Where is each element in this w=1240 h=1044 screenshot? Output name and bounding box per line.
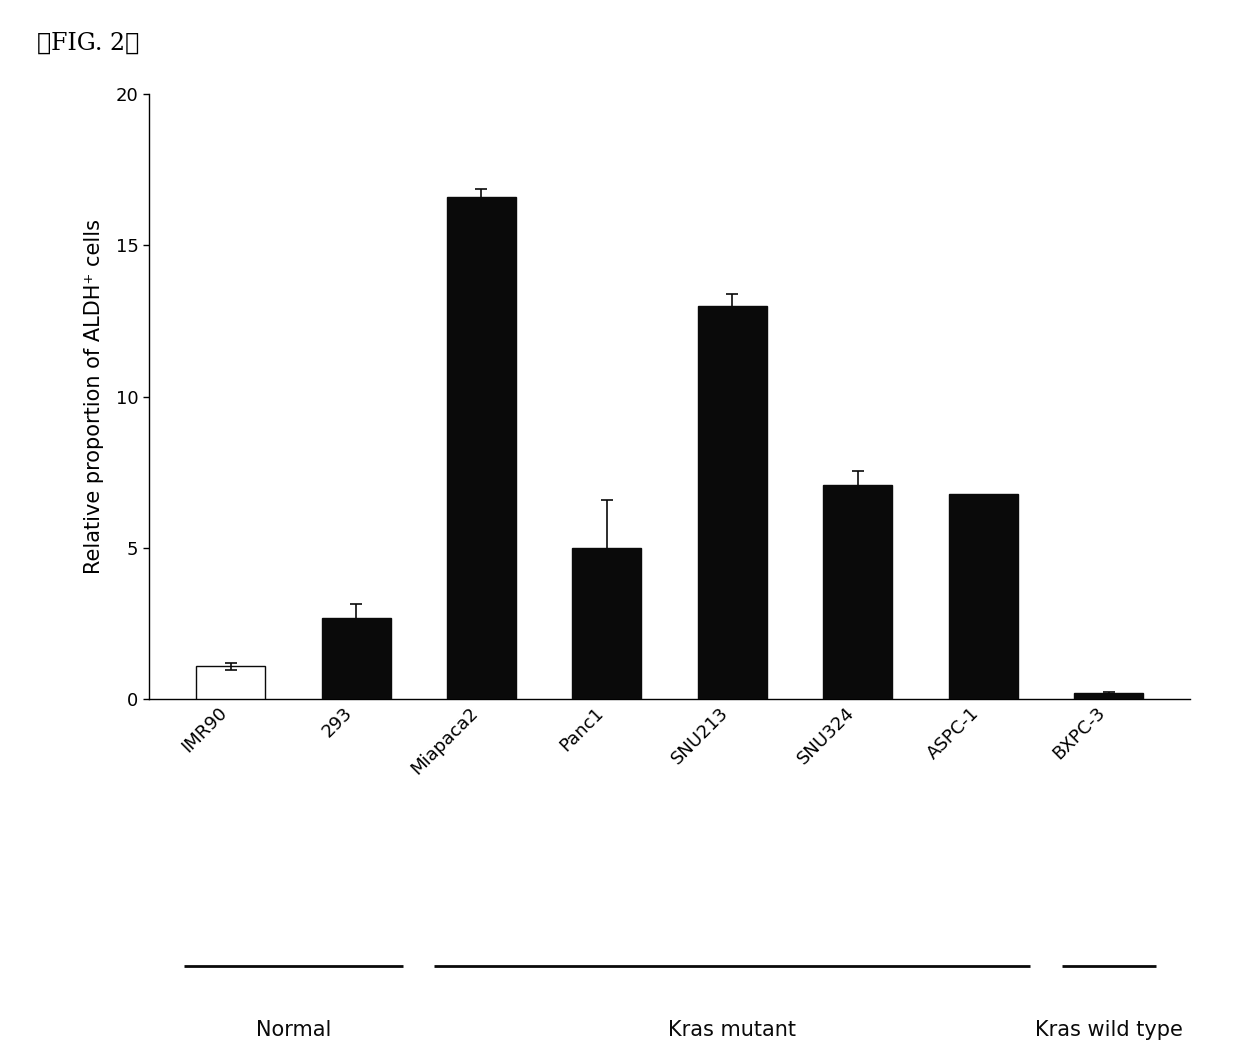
Bar [949, 494, 1018, 699]
Bar [1074, 693, 1143, 699]
Bar [698, 306, 766, 699]
Bar [321, 618, 391, 699]
Text: 【FIG. 2】: 【FIG. 2】 [37, 31, 139, 54]
Bar [446, 197, 516, 699]
Y-axis label: Relative proportion of ALDH⁺ cells: Relative proportion of ALDH⁺ cells [84, 219, 104, 574]
Text: Kras wild type: Kras wild type [1034, 1020, 1183, 1041]
Bar [573, 548, 641, 699]
Text: Normal: Normal [255, 1020, 331, 1041]
Bar [823, 484, 893, 699]
Text: Kras mutant: Kras mutant [668, 1020, 796, 1041]
Bar [196, 666, 265, 699]
